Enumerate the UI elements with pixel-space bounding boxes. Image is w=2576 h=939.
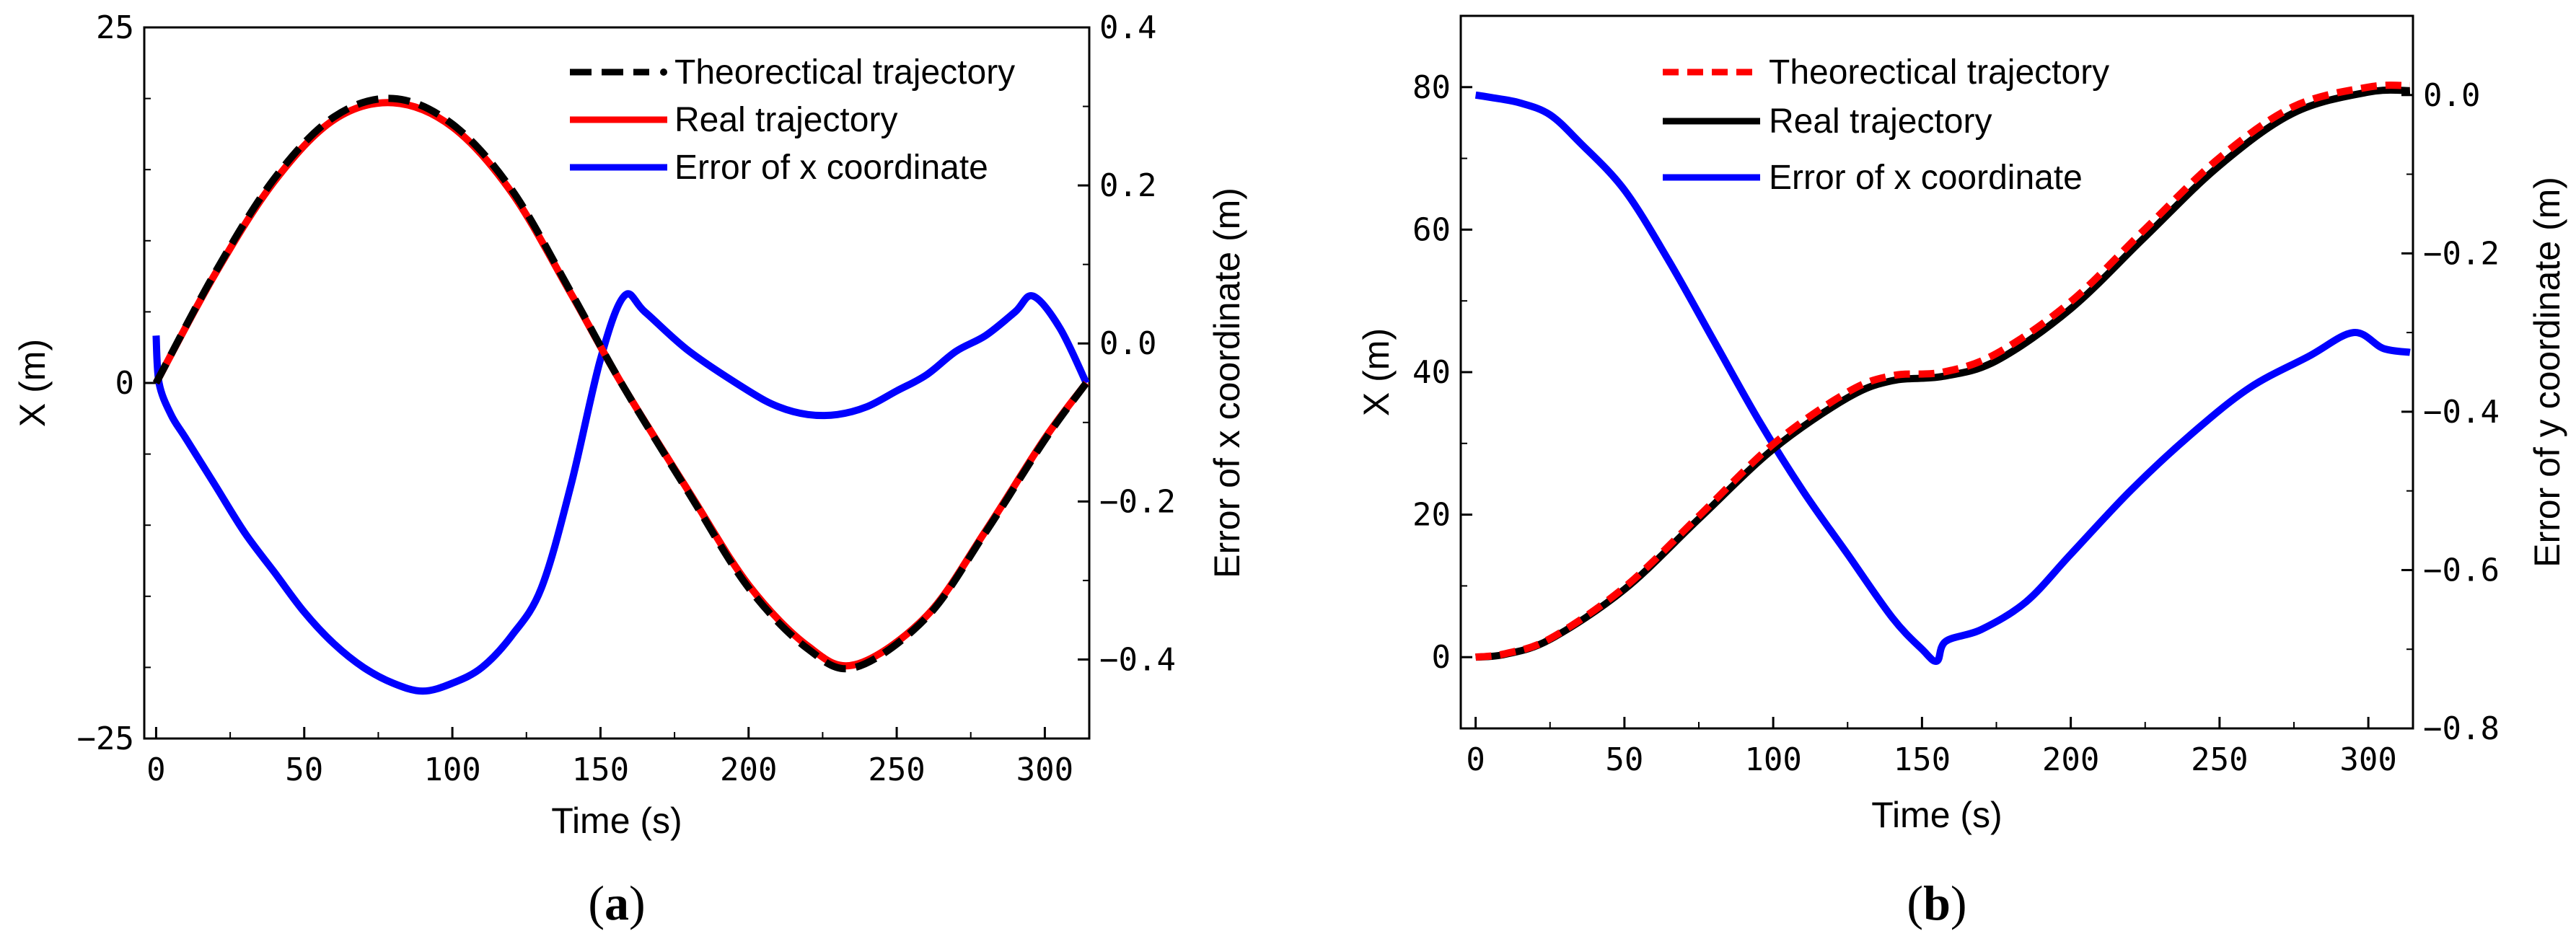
y2-tick-label: −0.2 bbox=[2423, 235, 2500, 272]
y-tick-label: 0 bbox=[1432, 639, 1451, 676]
series-line-error-of-x-coordinate bbox=[152, 290, 1090, 695]
x-tick-label: 50 bbox=[285, 751, 323, 788]
x-tick-label: 300 bbox=[2339, 741, 2396, 778]
series-line-error-of-y-coordinate bbox=[1474, 91, 2411, 665]
y-tick-label: 40 bbox=[1412, 354, 1451, 391]
chart-b-legend-label-real: Real trajectory bbox=[1769, 102, 1992, 141]
chart-a-x-ticks: 0 50 100 150 200 250 300 bbox=[146, 727, 1073, 788]
chart-b-legend-label-error: Error of x coordinate bbox=[1769, 159, 2083, 197]
chart-b-lines bbox=[1474, 81, 2411, 665]
series-line-real-trajectory bbox=[1475, 86, 2411, 661]
chart-a-legend: Theorectical trajectory Real trajectory … bbox=[570, 53, 1015, 187]
chart-a-legend-dot bbox=[660, 69, 667, 76]
chart-b-minor-ticks bbox=[1461, 15, 2413, 729]
y2-tick-label: 0.0 bbox=[1099, 325, 1156, 362]
chart-a-minor-ticks bbox=[144, 97, 1089, 739]
x-tick-label: 250 bbox=[868, 751, 925, 788]
y-tick-label: 80 bbox=[1412, 69, 1451, 106]
x-tick-label: 250 bbox=[2191, 741, 2248, 778]
x-tick-label: 0 bbox=[146, 751, 166, 788]
chart-b-y2-ticks: −0.8 −0.6 −0.4 −0.2 0.0 bbox=[2401, 77, 2500, 747]
chart-a-legend-label-theoretical: Theorectical trajectory bbox=[674, 53, 1015, 92]
x-tick-label: 200 bbox=[2042, 741, 2099, 778]
series-line-theorectical-trajectory bbox=[152, 94, 1089, 673]
y2-tick-label: 0.4 bbox=[1099, 9, 1156, 46]
x-tick-label: 300 bbox=[1016, 751, 1073, 788]
y2-tick-label: −0.6 bbox=[2423, 552, 2500, 588]
chart-a-lines bbox=[152, 94, 1090, 695]
chart-a-frame bbox=[143, 26, 1091, 740]
chart-b-x-axis-title: Time (s) bbox=[1871, 795, 2002, 835]
y-tick-label: −25 bbox=[77, 720, 134, 757]
chart-b-y-axis-title: X (m) bbox=[1356, 328, 1397, 416]
chart-b-y-ticks: 0 20 40 60 80 bbox=[1412, 69, 1472, 676]
chart-a-caption: (a) bbox=[588, 876, 645, 930]
chart-a-y-axis-title: X (m) bbox=[12, 339, 53, 427]
y-tick-label: 20 bbox=[1412, 497, 1451, 534]
x-tick-label: 100 bbox=[423, 751, 480, 788]
chart-a-x-axis-title: Time (s) bbox=[551, 801, 682, 841]
x-tick-label: 150 bbox=[572, 751, 629, 788]
chart-a-legend-label-error: Error of x coordinate bbox=[674, 149, 988, 187]
y2-tick-label: −0.4 bbox=[1099, 641, 1176, 678]
chart-b-y2-axis-title: Error of y coordinate (m) bbox=[2527, 177, 2567, 568]
y2-tick-label: −0.2 bbox=[1099, 483, 1176, 520]
x-tick-label: 150 bbox=[1894, 741, 1951, 778]
x-tick-label: 0 bbox=[1466, 741, 1485, 778]
chart-a-legend-label-real: Real trajectory bbox=[674, 101, 897, 139]
y-tick-label: 25 bbox=[96, 9, 134, 46]
y-tick-label: 60 bbox=[1412, 211, 1451, 248]
chart-a-y2-ticks: −0.4 −0.2 0.0 0.2 0.4 bbox=[1078, 9, 1176, 678]
series-line-theorectical-trajectory bbox=[1475, 81, 2411, 661]
chart-b-legend: Theorectical trajectory Real trajectory … bbox=[1663, 53, 2109, 197]
x-tick-label: 50 bbox=[1605, 741, 1643, 778]
chart-a: 0 50 100 150 200 250 300 −25 0 25 −0.4 −0.2 0.0 0.2… bbox=[12, 9, 1247, 930]
x-tick-label: 100 bbox=[1744, 741, 1801, 778]
x-tick-label: 200 bbox=[720, 751, 777, 788]
y2-tick-label: −0.8 bbox=[2423, 710, 2500, 747]
y2-tick-label: 0.0 bbox=[2423, 77, 2480, 114]
chart-b-legend-label-theoretical: Theorectical trajectory bbox=[1769, 53, 2109, 92]
y2-tick-label: 0.2 bbox=[1099, 167, 1156, 204]
chart-b-x-ticks: 0 50 100 150 200 250 300 bbox=[1466, 717, 2397, 778]
chart-b-caption: (b) bbox=[1907, 876, 1966, 930]
y2-tick-label: −0.4 bbox=[2423, 394, 2500, 431]
chart-a-y-ticks: −25 0 25 bbox=[77, 9, 156, 757]
y-tick-label: 0 bbox=[115, 365, 135, 402]
chart-a-y2-axis-title: Error of x coordinate (m) bbox=[1207, 188, 1247, 578]
